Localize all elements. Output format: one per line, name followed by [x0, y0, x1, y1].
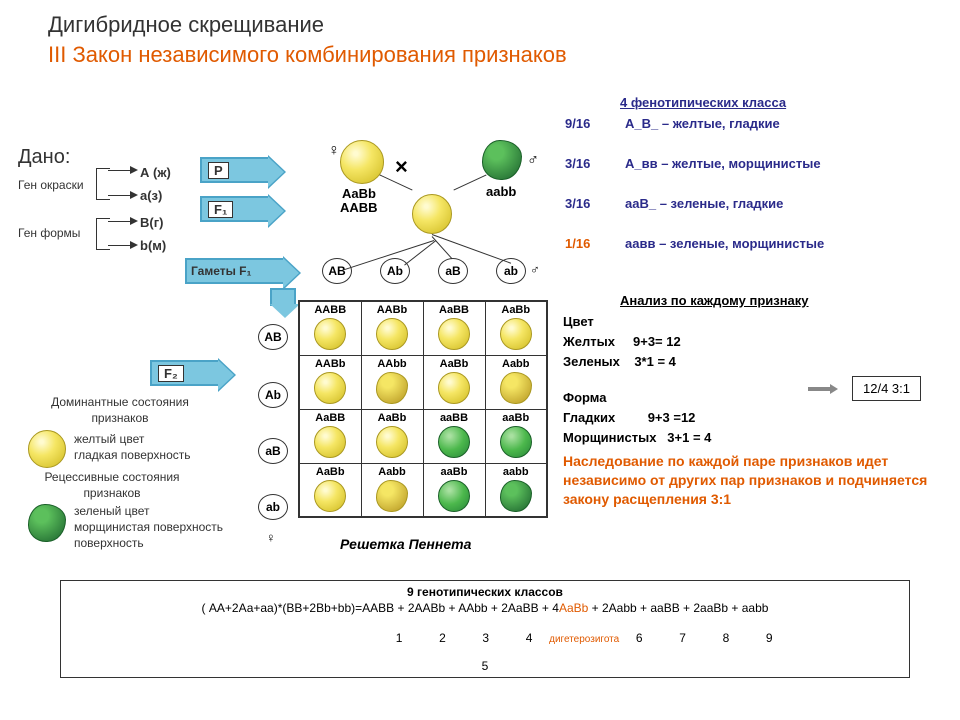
pheno-ratio: 3/16: [565, 196, 590, 211]
genotype-title: 9 генотипических классов: [71, 585, 899, 599]
color-h: Цвет: [563, 314, 594, 329]
nums-mid: дигетерозигота: [549, 634, 619, 645]
arrow-b: [108, 245, 132, 246]
p2-geno: aabb: [486, 184, 516, 199]
row-g-aB: aB: [258, 438, 288, 464]
dom-title: Доминантные состояния признаков: [40, 395, 200, 426]
punnett-cell: Aabb: [361, 463, 423, 517]
punnett-cell: AABB: [299, 301, 361, 355]
punnett-cell: AaBB: [299, 409, 361, 463]
allele-a: а(з): [140, 188, 162, 203]
gamete-Ab: Ab: [380, 258, 410, 284]
parent1-pea: [340, 140, 384, 184]
punnett-square: AABBAABbAaBBAaBbAABbAAbbAaBbAabbAaBBAaBb…: [298, 300, 548, 518]
dom1: желтый цвет: [74, 432, 144, 448]
arrow-F1-label: F₁: [208, 201, 233, 218]
rec-title: Рецессивные состояния признаков: [22, 470, 202, 501]
num5: 5: [71, 659, 899, 673]
pheno-item: aaB_ – зеленые, гладкие: [625, 196, 783, 211]
punnett-cell: AAbb: [361, 355, 423, 409]
arrow-P: P: [200, 157, 270, 183]
pheno-item: аавв – зеленые, морщинистые: [625, 236, 824, 251]
punnett-cell: aaBB: [423, 409, 485, 463]
row-g-ab: ab: [258, 494, 288, 520]
arrow-A: [108, 170, 132, 171]
rec2: морщинистая поверхность: [74, 520, 223, 536]
row-g-Ab: Ab: [258, 382, 288, 408]
punnett-cell: aaBb: [485, 409, 547, 463]
formula-hi: AaBb: [559, 601, 588, 615]
yellow-line: Желтых 9+3= 12: [563, 334, 681, 349]
punnett-cell: AaBb: [299, 463, 361, 517]
gamete-aB: aB: [438, 258, 468, 284]
punnett-cell: AaBb: [423, 355, 485, 409]
conclusion: Наследование по каждой паре признаков ид…: [563, 452, 933, 509]
arrow-F1: F₁: [200, 196, 270, 222]
dano-label: Дано:: [18, 146, 70, 169]
legend-yellow-pea: [28, 430, 66, 468]
nums1: 1 2 3 4: [211, 631, 533, 645]
arrow-P-label: P: [208, 162, 229, 179]
arrow-a: [108, 195, 132, 196]
smooth-line: Гладких 9+3 =12: [563, 410, 695, 425]
pheno-ratio: 1/16: [565, 236, 590, 251]
arrow-F2: F₂: [150, 360, 220, 386]
dom2: гладкая поверхность: [74, 448, 190, 464]
down-arrow: [270, 288, 296, 306]
row-g-AB: AB: [258, 324, 288, 350]
analysis-title: Анализ по каждому признаку: [620, 293, 809, 308]
allele-B: В(г): [140, 215, 163, 230]
green-line: Зеленых 3*1 = 4: [563, 354, 676, 369]
gamete-AB: AB: [322, 258, 352, 284]
legend-green-pea: [28, 504, 66, 542]
punnett-cell: AaBB: [423, 301, 485, 355]
arrow-F2-label: F₂: [158, 365, 184, 382]
female-symbol: ♀: [328, 142, 340, 160]
allele-A: А (ж): [140, 165, 171, 180]
title-line2: III Закон независимого комбинирования пр…: [48, 42, 567, 68]
rec1: зеленый цвет: [74, 504, 150, 520]
arrow-gametes: Гаметы F₁: [185, 258, 285, 284]
punnett-caption: Решетка Пеннета: [340, 536, 471, 552]
parent2-pea: [482, 140, 522, 180]
f1-pea: [412, 194, 452, 234]
gene-color-label: Ген окраски: [18, 178, 84, 192]
ratio-arrow: [808, 384, 838, 394]
punnett-cell: aabb: [485, 463, 547, 517]
punnett-cell: AaBb: [361, 409, 423, 463]
formula-post: + 2Aabb + aaBB + 2aaBb + aabb: [588, 601, 768, 615]
genotype-box: 9 генотипических классов ( АА+2Аа+аа)*(В…: [60, 580, 910, 678]
punnett-cell: AABb: [299, 355, 361, 409]
punnett-cell: aaBb: [423, 463, 485, 517]
pheno-ratio: 9/16: [565, 116, 590, 131]
punnett-cell: AaBb: [485, 301, 547, 355]
formula-pre: ( АА+2Аа+аа)*(ВВ+2Вb+bb)=AABB + 2AABb + …: [202, 601, 559, 615]
shape-h: Форма: [563, 390, 606, 405]
male-symbol: ♂: [527, 152, 539, 170]
nums2: 6 7 8 9: [636, 631, 773, 645]
ratio-box: 12/4 3:1: [852, 376, 921, 401]
pheno-ratio: 3/16: [565, 156, 590, 171]
pheno-title: 4 фенотипических класса: [620, 95, 786, 110]
allele-b: b(м): [140, 238, 166, 253]
punnett-cell: AABb: [361, 301, 423, 355]
p1-sub: AABB: [340, 200, 378, 215]
p1-geno: AaBb: [342, 186, 376, 201]
punnett-cell: Aabb: [485, 355, 547, 409]
gene-shape-label: Ген формы: [18, 226, 80, 240]
pheno-item: A_вв – желтые, морщинистые: [625, 156, 821, 171]
title-line1: Дигибридное скрещивание: [48, 12, 324, 38]
arrow-B: [108, 221, 132, 222]
wrinkle-line: Морщинистых 3+1 = 4: [563, 430, 711, 445]
pheno-item: A_B_ – желтые, гладкие: [625, 116, 780, 131]
